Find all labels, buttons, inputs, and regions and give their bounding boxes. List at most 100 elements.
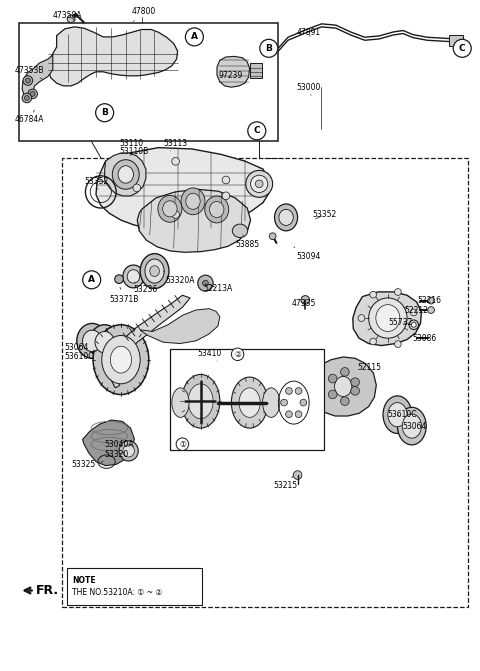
Text: C: C xyxy=(459,44,466,53)
Text: 53320: 53320 xyxy=(105,450,129,460)
Ellipse shape xyxy=(123,445,134,457)
Circle shape xyxy=(295,388,302,395)
Text: ②: ② xyxy=(234,350,241,359)
Text: 55732: 55732 xyxy=(389,317,413,327)
Ellipse shape xyxy=(89,325,120,360)
Text: 52115: 52115 xyxy=(357,363,381,372)
Text: 53110B: 53110B xyxy=(119,147,148,156)
Text: 47335: 47335 xyxy=(291,299,316,309)
Circle shape xyxy=(428,297,434,304)
Ellipse shape xyxy=(110,346,132,373)
Circle shape xyxy=(222,192,230,200)
Text: NOTE: NOTE xyxy=(72,576,96,585)
Ellipse shape xyxy=(388,403,407,427)
Text: 52216: 52216 xyxy=(418,296,442,305)
Text: 97239: 97239 xyxy=(218,70,243,83)
Circle shape xyxy=(281,399,288,406)
Ellipse shape xyxy=(95,331,114,353)
Ellipse shape xyxy=(205,196,229,223)
Ellipse shape xyxy=(118,166,133,183)
Ellipse shape xyxy=(335,376,352,397)
Circle shape xyxy=(96,104,114,121)
Circle shape xyxy=(23,76,33,85)
Text: 53320A: 53320A xyxy=(163,271,195,285)
Circle shape xyxy=(453,40,471,57)
Text: 53885: 53885 xyxy=(235,235,259,249)
Circle shape xyxy=(301,296,310,304)
Circle shape xyxy=(428,307,434,313)
Text: A: A xyxy=(191,32,198,42)
Text: 53410: 53410 xyxy=(197,349,222,361)
Ellipse shape xyxy=(369,298,407,338)
Circle shape xyxy=(395,341,401,348)
Ellipse shape xyxy=(376,305,400,331)
Ellipse shape xyxy=(150,266,159,276)
Polygon shape xyxy=(96,148,269,229)
Bar xyxy=(19,23,278,141)
Circle shape xyxy=(133,184,141,192)
Text: 53040A: 53040A xyxy=(105,437,134,450)
Circle shape xyxy=(286,388,292,395)
Circle shape xyxy=(295,411,302,417)
Text: 53352: 53352 xyxy=(84,176,108,189)
Circle shape xyxy=(340,397,349,405)
Polygon shape xyxy=(105,153,146,196)
Circle shape xyxy=(22,93,32,103)
Circle shape xyxy=(203,280,208,286)
Bar xyxy=(449,35,463,46)
Circle shape xyxy=(231,348,244,360)
Circle shape xyxy=(286,411,292,417)
Circle shape xyxy=(269,233,276,240)
Text: 52212: 52212 xyxy=(405,305,429,315)
Text: 52213A: 52213A xyxy=(204,284,233,293)
Ellipse shape xyxy=(239,388,260,417)
Text: A: A xyxy=(88,275,95,285)
Ellipse shape xyxy=(145,259,164,283)
Ellipse shape xyxy=(127,270,140,283)
Bar xyxy=(170,349,324,450)
Text: 53094: 53094 xyxy=(294,247,321,261)
Ellipse shape xyxy=(383,396,412,433)
Text: 53610C: 53610C xyxy=(387,410,416,419)
Ellipse shape xyxy=(163,201,177,217)
Ellipse shape xyxy=(93,325,149,395)
Circle shape xyxy=(67,15,75,23)
Text: 53000: 53000 xyxy=(297,83,321,95)
Ellipse shape xyxy=(140,254,169,289)
Circle shape xyxy=(172,211,180,218)
Text: 53086: 53086 xyxy=(413,333,437,343)
Circle shape xyxy=(248,122,266,140)
Text: C: C xyxy=(253,126,260,136)
Bar xyxy=(266,44,276,53)
Circle shape xyxy=(328,374,337,383)
Circle shape xyxy=(300,399,307,406)
Ellipse shape xyxy=(188,384,213,419)
Circle shape xyxy=(24,95,29,101)
Text: FR.: FR. xyxy=(36,584,59,597)
Ellipse shape xyxy=(181,188,205,215)
Ellipse shape xyxy=(83,330,102,352)
Text: THE NO.53210A: ① ~ ②: THE NO.53210A: ① ~ ② xyxy=(72,588,162,597)
Ellipse shape xyxy=(186,193,200,209)
Text: 53236: 53236 xyxy=(133,282,158,295)
Circle shape xyxy=(370,338,376,345)
Polygon shape xyxy=(310,357,376,416)
Ellipse shape xyxy=(397,407,426,445)
Text: B: B xyxy=(101,108,108,117)
Circle shape xyxy=(246,170,273,197)
Bar xyxy=(62,158,468,607)
Text: ①: ① xyxy=(179,440,186,449)
Text: 53215: 53215 xyxy=(274,476,298,490)
Circle shape xyxy=(83,271,101,289)
Ellipse shape xyxy=(123,265,144,288)
Circle shape xyxy=(328,390,337,399)
Circle shape xyxy=(409,320,419,329)
Ellipse shape xyxy=(172,388,189,417)
Ellipse shape xyxy=(198,275,213,291)
Text: 47800: 47800 xyxy=(132,7,156,21)
Text: 53371B: 53371B xyxy=(109,287,139,304)
Text: 53110: 53110 xyxy=(119,139,143,151)
Text: B: B xyxy=(265,44,272,53)
Circle shape xyxy=(351,386,360,395)
Ellipse shape xyxy=(232,224,248,238)
